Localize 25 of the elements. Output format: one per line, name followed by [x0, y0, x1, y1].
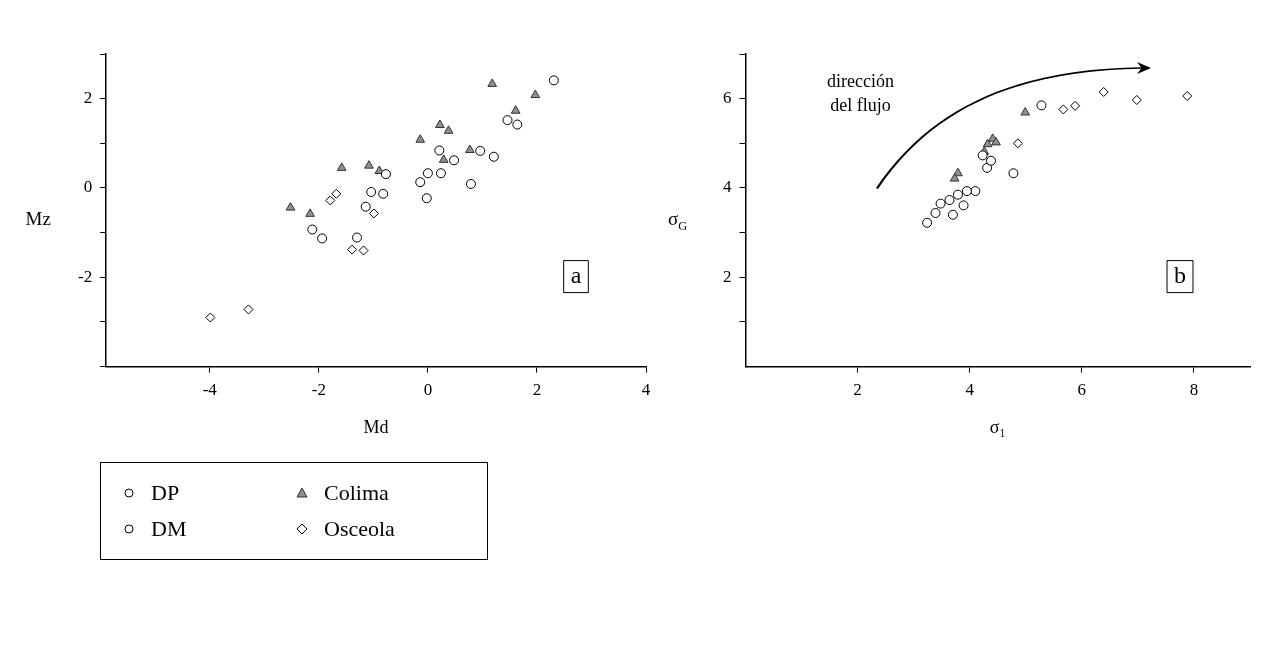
x-tick-label: 8 [1189, 380, 1199, 400]
y-tick-label: 2 [723, 266, 732, 286]
y-axis-title: Mz [25, 208, 51, 230]
y-tick-label: 2 [83, 88, 93, 108]
annotation: b [1174, 261, 1186, 288]
x-tick-label: 4 [965, 380, 975, 400]
annotation: a [570, 261, 582, 288]
x-tick-label: 2 [532, 380, 542, 400]
x-tick-label: -2 [311, 380, 326, 400]
x-tick-label: 4 [641, 380, 651, 400]
annotation: dirección del flujo [827, 70, 894, 115]
legend-label: DP [151, 480, 180, 506]
legend-label: Colima [324, 480, 389, 506]
x-tick-label: 6 [1077, 380, 1087, 400]
x-tick-label: -4 [202, 380, 218, 400]
legend-label: DM [151, 516, 187, 542]
y-tick-label: 4 [723, 177, 732, 197]
x-axis-title: σ₁ [989, 417, 1006, 438]
x-tick-label: 2 [853, 380, 862, 400]
y-tick-label: -2 [77, 266, 93, 286]
x-axis-title: Md [363, 417, 389, 438]
legend-label: Osceola [324, 516, 395, 542]
y-tick-label: 6 [723, 88, 732, 108]
x-tick-label: 0 [423, 380, 433, 400]
y-tick-label: 0 [83, 177, 93, 197]
